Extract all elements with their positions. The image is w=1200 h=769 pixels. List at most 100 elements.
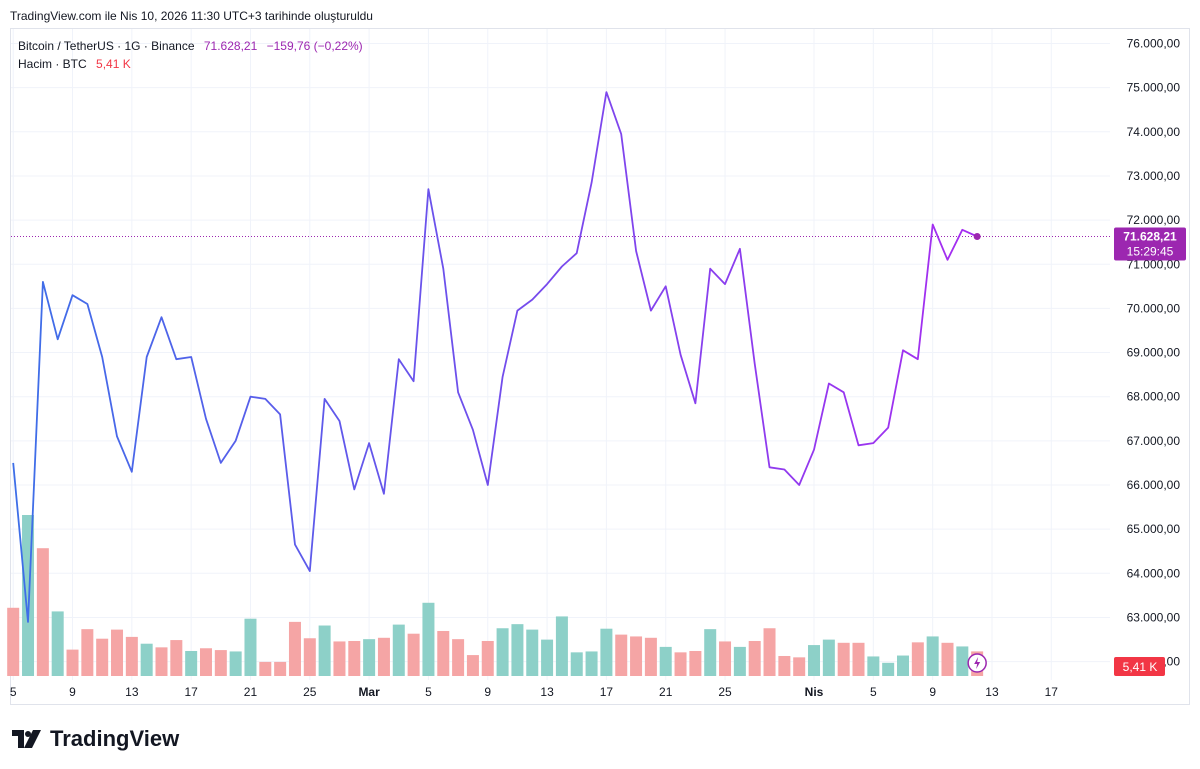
volume-bar [140,643,153,676]
x-tick-label: 17 [600,685,614,699]
volume-bar [763,628,776,676]
y-tick-label: 67.000,00 [1127,434,1181,448]
volume-bar [318,625,331,676]
symbol-label: Bitcoin / TetherUS · 1G · Binance [18,39,195,53]
x-tick-label: 25 [303,685,317,699]
price-tag [1114,227,1186,261]
y-tick-label: 69.000,00 [1127,346,1181,360]
x-tick-label: 9 [484,685,491,699]
x-tick-label: 13 [125,685,139,699]
x-tick-label: 21 [244,685,258,699]
volume-bar [229,651,242,676]
volume-bar [422,602,435,676]
volume-bar [363,639,376,676]
y-tick-label: 66.000,00 [1127,478,1181,492]
volume-bar [867,656,880,676]
volume-bar [882,662,895,676]
price-tag-label: 71.628,21 [1123,230,1177,244]
x-tick-label: 5 [870,685,877,699]
volume-bar [956,646,969,676]
volume-bar [822,639,835,676]
volume-bar [733,646,746,676]
volume-tag-label: 5,41 K [1123,660,1158,674]
replay-lightning-button[interactable] [967,653,987,673]
volume-bar [437,630,450,676]
volume-bar [941,642,954,676]
volume-bar [36,548,49,676]
volume-bar [170,640,183,676]
volume-bar [244,618,257,676]
x-tick-label: 17 [184,685,198,699]
price-change: −159,76 (−0,22%) [266,39,363,53]
x-tick-label: 13 [985,685,999,699]
x-tick-label: 9 [929,685,936,699]
volume-bar [392,624,405,676]
volume-bar [911,642,924,676]
volume-bar [214,650,227,676]
y-tick-label: 64.000,00 [1127,566,1181,580]
y-tick-label: 75.000,00 [1127,81,1181,95]
chart-legend: Bitcoin / TetherUS · 1G · Binance 71.628… [18,37,363,73]
volume-bar [511,624,524,676]
volume-tag [1114,657,1165,676]
y-tick-label: 74.000,00 [1127,125,1181,139]
x-tick-label: 25 [718,685,732,699]
price-line[interactable] [12,91,978,623]
volume-bar [185,650,198,676]
y-tick-label: 68.000,00 [1127,390,1181,404]
volume-bar [808,645,821,676]
volume-bar [837,642,850,676]
y-tick-label: 76.000,00 [1127,37,1181,51]
y-tick-label: 70.000,00 [1127,301,1181,315]
volume-bar [689,650,702,676]
tradingview-logo[interactable]: TradingView [12,726,179,752]
chart-frame [10,28,1190,705]
volume-bar [111,629,124,676]
volume-bar [926,636,939,676]
lightning-icon [974,657,981,669]
x-tick-label: 21 [659,685,673,699]
volume-bar [303,638,316,676]
volume-bar [155,647,168,676]
tradingview-logo-icon [12,730,41,748]
volume-bar [600,628,613,676]
volume-bar [66,649,79,676]
volume-bar [704,629,717,676]
y-tick-label: 71.000,00 [1127,257,1181,271]
x-tick-label: 5 [425,685,432,699]
volume-bar [481,640,494,676]
last-price: 71.628,21 [203,39,258,53]
brand-name: TradingView [50,726,180,751]
volume-bar [407,633,420,676]
volume-bar [81,629,94,676]
volume-bar [452,639,465,676]
time-axis: 5 9 13 17 21 25 Mar 5 9 13 17 21 25 Nis 5 9 13 17 [10,685,1058,699]
symbol-row: Bitcoin / TetherUS · 1G · Binance 71.628… [18,37,363,55]
y-tick-label: 73.000,00 [1127,169,1181,183]
volume-row: Hacim · BTC 5,41 K [18,55,363,73]
volume-bar [659,646,672,676]
volume-value: 5,41 K [96,57,131,71]
x-tick-label: Nis [805,685,824,699]
volume-bar [630,636,643,676]
volume-bar [96,638,109,676]
volume-bar [615,634,628,676]
volume-bar [748,640,761,676]
volume-bar [496,628,509,676]
volume-bar [778,655,791,676]
volume-bar [644,637,657,676]
volume-bar [526,629,539,676]
x-tick-label: Mar [358,685,380,699]
chart-grid [11,29,1110,680]
volume-bar [348,640,361,676]
last-price-dot [973,233,981,241]
y-tick-label: 63.000,00 [1127,610,1181,624]
volume-bars [7,515,984,676]
volume-bar [333,641,346,676]
chart-caption: TradingView.com ile Nis 10, 2026 11:30 U… [10,9,373,23]
countdown-label: 15:29:45 [1127,245,1174,259]
volume-bar [288,621,301,676]
x-tick-label: 13 [540,685,554,699]
